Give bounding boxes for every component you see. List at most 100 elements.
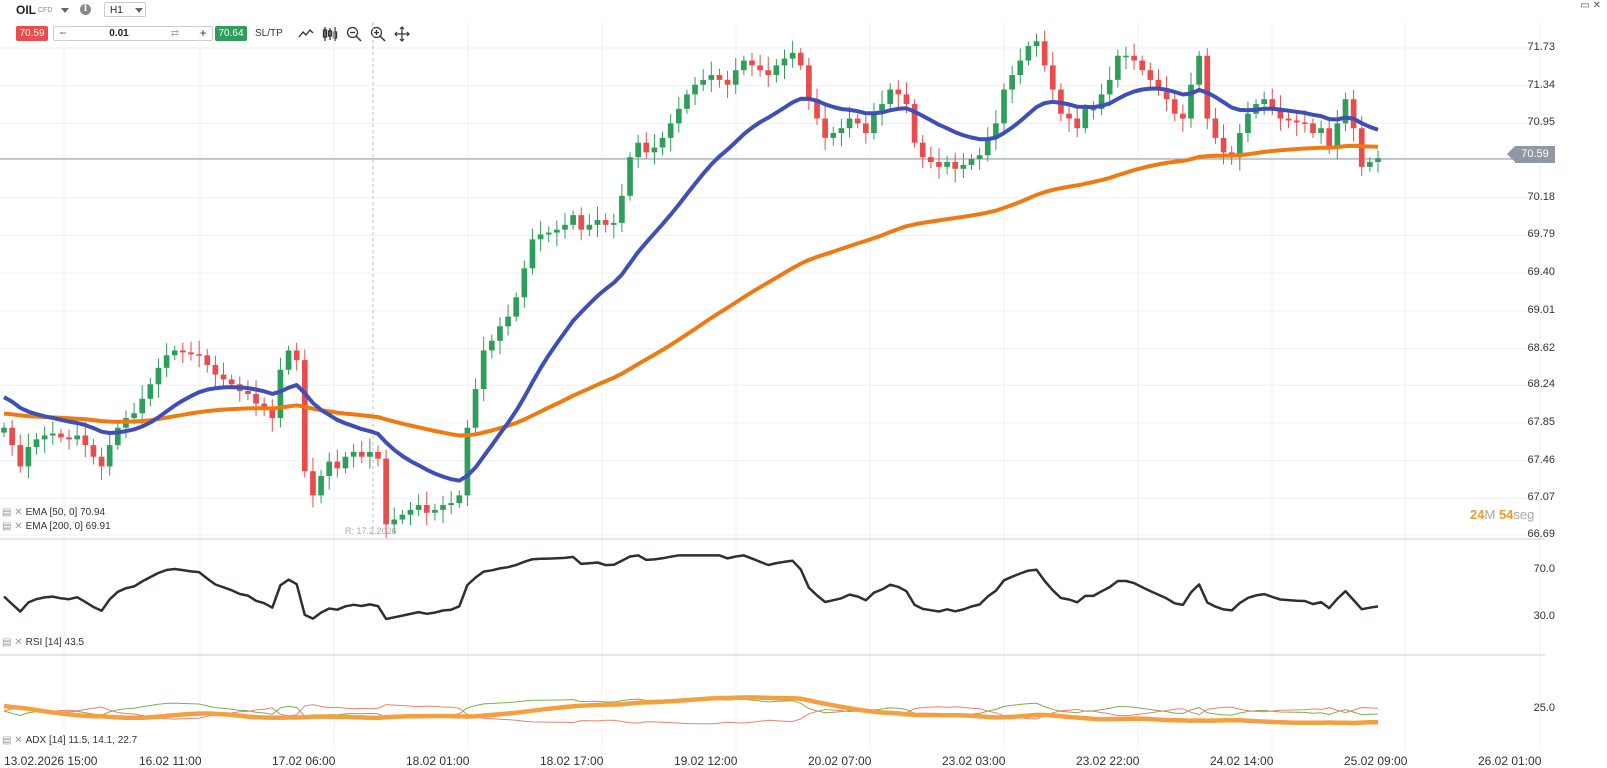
candle-up xyxy=(391,519,398,525)
candle-down xyxy=(9,427,15,446)
candle-up xyxy=(1,427,7,433)
candle-down xyxy=(204,355,211,365)
candle-up xyxy=(1123,55,1129,58)
candle-up xyxy=(147,384,154,399)
candle-up xyxy=(456,495,463,504)
chevron-down-icon xyxy=(135,8,143,13)
candle-up xyxy=(114,427,121,446)
settings-icon[interactable]: ▤ ✕ xyxy=(2,507,23,518)
zoom-out-icon[interactable] xyxy=(346,26,362,42)
crosshair-move-icon[interactable] xyxy=(394,26,410,42)
candle-up xyxy=(570,215,576,225)
window-controls[interactable]: ▭ ✕ xyxy=(1580,0,1601,11)
candle-up xyxy=(1033,41,1040,47)
price-axis-label: 69.01 xyxy=(1527,303,1555,316)
candle-up xyxy=(163,355,170,368)
candle-down xyxy=(1147,70,1154,80)
countdown-seconds-unit: seg xyxy=(1513,507,1535,522)
candle-up xyxy=(131,413,137,419)
settings-icon[interactable]: ▤ ✕ xyxy=(2,637,23,648)
adx-axis-label: 25.0 xyxy=(1533,702,1555,714)
candle-up xyxy=(1082,108,1089,129)
candle-down xyxy=(797,52,804,66)
candle-up xyxy=(1367,162,1373,167)
current-price-tag: 70.59 xyxy=(1507,146,1555,163)
candle-down xyxy=(98,456,105,467)
qty-plus-button[interactable]: + xyxy=(199,26,207,40)
candle-down xyxy=(1131,55,1137,61)
timeframe-select[interactable]: H1 xyxy=(104,2,146,17)
candle-up xyxy=(830,133,837,138)
candle-up xyxy=(1342,99,1349,124)
qty-minus-button[interactable]: − xyxy=(59,26,67,40)
price-axis-label: 67.46 xyxy=(1527,453,1555,466)
swap-icon[interactable]: ⇄ xyxy=(170,28,180,39)
quantity-stepper[interactable]: − 0.01 ⇄ + xyxy=(53,26,213,41)
candle-up xyxy=(586,224,593,230)
candle-up xyxy=(1001,89,1007,124)
candle-down xyxy=(936,162,942,167)
candle-down xyxy=(1155,79,1162,90)
candle-up xyxy=(554,229,560,233)
rsi-legend-text: RSI [14] 43.5 xyxy=(25,637,84,648)
candle-up xyxy=(350,451,357,457)
candle-down xyxy=(17,445,24,467)
info-icon[interactable]: i xyxy=(80,4,91,15)
adx-legend[interactable]: ▤ ✕ ADX [14] 11.5, 14.1, 22.7 xyxy=(2,735,137,746)
candle-up xyxy=(887,89,894,105)
settings-icon[interactable]: ▤ ✕ xyxy=(2,521,23,532)
chart-grid xyxy=(0,22,1545,750)
ema200-legend[interactable]: ▤ ✕ EMA [200, 0] 69.91 xyxy=(2,521,111,532)
candle-up xyxy=(976,155,983,160)
time-axis-label: 19.02 12:00 xyxy=(674,754,738,768)
buy-price-button[interactable]: 70.64 xyxy=(215,26,247,41)
candle-up xyxy=(1114,55,1121,80)
line-chart-icon[interactable] xyxy=(298,26,314,42)
candle-down xyxy=(765,70,772,76)
sell-price-button[interactable]: 70.59 xyxy=(16,26,48,41)
candle-countdown: 24M 54seg xyxy=(1470,507,1534,522)
candle-up xyxy=(708,75,715,80)
candle-down xyxy=(1285,118,1292,121)
quantity-value[interactable]: 0.01 xyxy=(109,28,129,39)
zoom-in-icon[interactable] xyxy=(370,26,386,42)
candle-up xyxy=(415,505,422,510)
candle-up xyxy=(879,104,885,114)
candle-up xyxy=(407,509,414,515)
candle-up xyxy=(529,239,536,269)
rsi-legend[interactable]: ▤ ✕ RSI [14] 43.5 xyxy=(2,637,84,648)
candle-down xyxy=(66,437,72,440)
time-axis-label: 17.02 06:00 xyxy=(272,754,336,768)
sltp-button[interactable]: SL/TP xyxy=(255,28,283,39)
candles-icon[interactable] xyxy=(322,26,338,42)
ema50-line xyxy=(3,86,1379,483)
candle-down xyxy=(919,142,926,158)
price-axis-label: 71.34 xyxy=(1527,78,1555,91)
candle-down xyxy=(895,89,902,95)
candle-down xyxy=(716,75,723,80)
candle-down xyxy=(643,142,650,153)
candle-up xyxy=(993,123,999,138)
time-axis-label: 20.02 07:00 xyxy=(808,754,872,768)
candle-down xyxy=(1301,122,1308,124)
candle-down xyxy=(293,350,300,361)
candle-up xyxy=(277,369,284,419)
symbol-name[interactable]: OIL xyxy=(16,3,36,17)
candle-up xyxy=(781,58,788,66)
price-axis-label: 68.62 xyxy=(1527,341,1555,354)
candle-down xyxy=(927,157,934,163)
countdown-seconds: 54 xyxy=(1498,507,1514,522)
settings-icon[interactable]: ▤ ✕ xyxy=(2,735,23,746)
rsi-axis-label: 70.0 xyxy=(1533,563,1555,575)
ema50-legend[interactable]: ▤ ✕ EMA [50, 0] 70.94 xyxy=(2,507,105,518)
ema50-legend-text: EMA [50, 0] 70.94 xyxy=(25,507,106,518)
candle-up xyxy=(521,268,528,298)
symbol-dropdown-icon[interactable] xyxy=(61,8,69,13)
candle-down xyxy=(911,104,918,143)
candle-down xyxy=(749,60,755,66)
candle-down xyxy=(1171,99,1178,114)
candle-down xyxy=(261,403,268,409)
candle-up xyxy=(562,224,568,230)
candle-down xyxy=(1277,108,1284,119)
